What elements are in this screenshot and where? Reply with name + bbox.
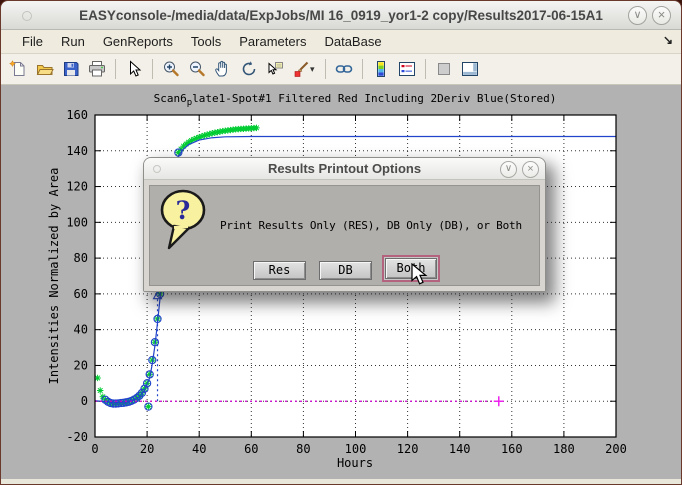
y-axis-label: Intensities Normalized by Area [47, 168, 61, 385]
svg-text:20: 20 [140, 442, 154, 456]
results-printout-options-dialog: Results Printout Options ∨ × ? Print Res… [143, 157, 546, 292]
save-figure-icon[interactable] [58, 56, 84, 82]
window-bottom-edge [1, 479, 681, 484]
res-button[interactable]: Res [253, 261, 306, 280]
open-file-icon[interactable] [32, 56, 58, 82]
insert-colorbar-icon[interactable] [368, 56, 394, 82]
toolbar-separator [152, 59, 153, 79]
dialog-window-icon [153, 165, 161, 173]
window-shade-button[interactable]: ∨ [628, 6, 647, 25]
toolbar-separator [325, 59, 326, 79]
pan-hand-icon[interactable] [210, 56, 236, 82]
svg-text:120: 120 [66, 180, 88, 194]
window-titlebar: EASYconsole-/media/data/ExpJobs/MI 16_09… [1, 1, 681, 30]
menu-file[interactable]: File [22, 34, 43, 49]
menu-parameters[interactable]: Parameters [239, 34, 307, 49]
menu-overflow-icon[interactable]: ↘ [662, 33, 673, 47]
brush-dropdown-caret-icon[interactable]: ▾ [310, 63, 315, 74]
menu-genreports[interactable]: GenReports [102, 34, 173, 49]
svg-text:40: 40 [192, 442, 206, 456]
svg-text:-20: -20 [66, 430, 88, 444]
svg-text:0: 0 [81, 394, 88, 408]
toolbar-separator [115, 59, 116, 79]
svg-text:140: 140 [449, 442, 471, 456]
edit-pointer-icon[interactable] [121, 56, 147, 82]
window-icon [22, 11, 32, 21]
svg-text:160: 160 [66, 108, 88, 122]
print-figure-icon[interactable] [84, 56, 110, 82]
dialog-close-button[interactable]: × [522, 160, 539, 178]
menu-tools[interactable]: Tools [190, 34, 222, 49]
db-button[interactable]: DB [319, 261, 372, 280]
toolbar-separator [425, 59, 426, 79]
window-title: EASYconsole-/media/data/ExpJobs/MI 16_09… [79, 7, 603, 23]
svg-text:100: 100 [345, 442, 367, 456]
menu-run[interactable]: Run [60, 34, 85, 49]
svg-text:40: 40 [74, 323, 88, 337]
svg-text:60: 60 [244, 442, 258, 456]
svg-text:80: 80 [296, 442, 310, 456]
svg-text:120: 120 [397, 442, 419, 456]
mouse-cursor-icon [411, 263, 428, 285]
svg-text:60: 60 [74, 287, 88, 301]
dialog-content: ? Print Results Only (RES), DB Only (DB)… [149, 185, 540, 286]
dialog-title: Results Printout Options [267, 161, 422, 176]
zoom-in-icon[interactable] [158, 56, 184, 82]
svg-text:180: 180 [553, 442, 575, 456]
svg-text:140: 140 [66, 144, 88, 158]
svg-text:?: ? [176, 196, 191, 225]
show-plot-tools-icon[interactable] [457, 56, 483, 82]
brush-data-icon[interactable] [288, 56, 314, 82]
dialog-titlebar[interactable]: Results Printout Options ∨ × [144, 158, 545, 180]
svg-text:80: 80 [74, 251, 88, 265]
both-button-focus-ring: Both [382, 255, 440, 282]
plot-title: Scan6plate1-Spot#1 Filtered Red Includin… [154, 92, 557, 108]
new-figure-icon[interactable] [6, 56, 32, 82]
link-plots-icon[interactable] [331, 56, 357, 82]
toolbar-separator [362, 59, 363, 79]
menu-database[interactable]: DataBase [324, 34, 382, 49]
figure-toolbar: ▾ [1, 54, 681, 85]
x-axis-label: Hours [337, 456, 373, 470]
svg-text:20: 20 [74, 358, 88, 372]
hide-plot-tools-icon[interactable] [431, 56, 457, 82]
insert-legend-icon[interactable] [394, 56, 420, 82]
dialog-frame: ? Print Results Only (RES), DB Only (DB)… [144, 180, 545, 291]
question-balloon-icon: ? [160, 189, 206, 250]
svg-text:100: 100 [66, 215, 88, 229]
data-cursor-icon[interactable] [262, 56, 288, 82]
dialog-shade-button[interactable]: ∨ [500, 160, 517, 178]
zoom-out-icon[interactable] [184, 56, 210, 82]
svg-text:160: 160 [501, 442, 523, 456]
svg-text:0: 0 [91, 442, 98, 456]
svg-text:200: 200 [605, 442, 627, 456]
window-close-button[interactable]: × [652, 6, 671, 25]
rotate-3d-icon[interactable] [236, 56, 262, 82]
menu-bar: File Run GenReports Tools Parameters Dat… [1, 30, 681, 54]
dialog-message: Print Results Only (RES), DB Only (DB), … [220, 219, 522, 232]
